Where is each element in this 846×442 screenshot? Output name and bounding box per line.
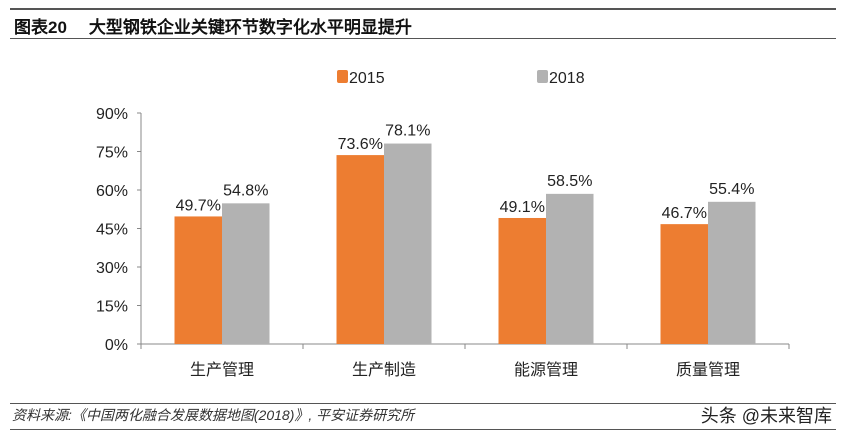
- y-tick-label: 75%: [96, 145, 128, 162]
- bar-2018: [384, 143, 432, 344]
- legend-label: 2015: [349, 70, 385, 87]
- data-label: 73.6%: [338, 136, 383, 153]
- legend-swatch-2018: [537, 70, 548, 83]
- legend-label: 2018: [549, 70, 585, 87]
- data-label: 49.1%: [500, 199, 545, 216]
- y-tick-label: 0%: [105, 337, 128, 354]
- x-category-label: 生产管理: [190, 361, 254, 379]
- bottom-rule: [10, 429, 836, 430]
- bar-2015: [336, 155, 384, 344]
- data-label: 49.7%: [176, 197, 221, 214]
- y-tick-label: 45%: [96, 222, 128, 239]
- top-rule: [10, 8, 836, 10]
- data-label: 54.8%: [223, 182, 268, 199]
- y-tick-label: 30%: [96, 260, 128, 277]
- x-category-label: 质量管理: [676, 361, 740, 379]
- bar-chart: 0% 15% 30% 45% 60% 75% 90% 生产管理 49.7%54.8% 生产制造 73…: [96, 70, 790, 379]
- watermark: 头条 @未来智库: [700, 406, 832, 426]
- y-tick-label: 60%: [96, 183, 128, 200]
- title-rule: [10, 38, 836, 39]
- y-tick-label: 90%: [96, 106, 128, 123]
- data-label: 78.1%: [385, 123, 430, 140]
- bar-2015: [498, 217, 546, 344]
- bar-2015: [660, 224, 708, 344]
- figure-title: 图表20 大型钢铁企业关键环节数字化水平明显提升: [14, 13, 412, 38]
- bar-2015: [174, 216, 222, 344]
- data-label: 46.7%: [662, 205, 707, 222]
- y-tick-label: 15%: [96, 299, 128, 316]
- data-label: 55.4%: [709, 181, 754, 198]
- bar-2018: [708, 201, 756, 344]
- figure-label: 图表20: [14, 18, 67, 37]
- figure-heading: 大型钢铁企业关键环节数字化水平明显提升: [88, 18, 412, 37]
- source-note: 资料来源:《中国两化融合发展数据地图(2018)》, 平安证券研究所: [12, 407, 415, 423]
- data-label: 58.5%: [547, 173, 592, 190]
- bar-2018: [222, 203, 270, 344]
- x-category-label: 生产制造: [352, 361, 416, 379]
- legend-swatch-2015: [337, 70, 348, 83]
- bar-2018: [546, 193, 594, 344]
- source-rule: [10, 403, 836, 404]
- x-category-label: 能源管理: [514, 361, 578, 379]
